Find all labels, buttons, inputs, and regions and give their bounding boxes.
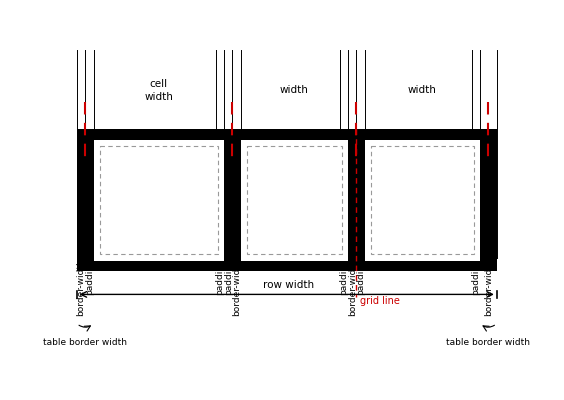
Text: padding: padding [224, 258, 233, 295]
Text: width: width [408, 85, 437, 95]
Text: border-width: border-width [484, 258, 493, 316]
Bar [365, 140, 480, 260]
Bar [77, 260, 497, 271]
Bar [480, 129, 497, 271]
Text: table border width: table border width [43, 338, 127, 346]
Text: padding: padding [340, 258, 349, 295]
Text: table border width: table border width [446, 338, 530, 346]
Text: grid line: grid line [360, 296, 400, 306]
Text: border-width: border-width [232, 258, 241, 316]
Text: padding: padding [215, 258, 224, 295]
Bar [247, 146, 342, 254]
Bar [100, 146, 218, 254]
Bar [224, 129, 241, 271]
Text: row width: row width [263, 280, 315, 290]
Text: padding: padding [472, 258, 481, 295]
Bar [77, 129, 94, 271]
Text: cell
width: cell width [144, 79, 173, 102]
Bar [348, 129, 365, 271]
Text: padding: padding [85, 258, 94, 295]
Text: padding: padding [356, 258, 365, 295]
Bar [77, 129, 497, 140]
Text: border-width: border-width [77, 258, 86, 316]
Bar [371, 146, 474, 254]
Text: width: width [280, 85, 309, 95]
Bar [241, 140, 348, 260]
Text: border-width: border-width [348, 258, 356, 316]
Bar [94, 140, 224, 260]
